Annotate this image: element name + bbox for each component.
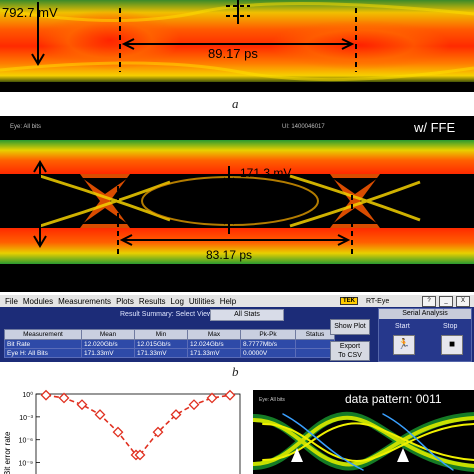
table-cell: Bit Rate — [4, 339, 82, 349]
eye-inner-height-label: 171.3 mV — [240, 166, 291, 180]
menu-help[interactable]: Help — [219, 296, 237, 306]
ber-ytick-label: 10⁰ — [22, 391, 33, 399]
pattern-header: Eye: All bits — [259, 397, 285, 403]
table-cell: 12.015Gb/s — [134, 339, 188, 349]
column-header[interactable]: Min — [134, 329, 188, 340]
app-body: Result Summary: Select View All Stats Me… — [0, 307, 474, 362]
table-cell — [295, 339, 335, 349]
minimize-icon[interactable]: _ — [439, 296, 453, 307]
table-header-row: Measurement Mean Min Max Pk-Pk Status — [4, 329, 335, 340]
menu-utilities[interactable]: Utilities — [188, 296, 215, 306]
eye-height-label-a: 792.7 mV — [2, 5, 58, 20]
ber-ytick-label: 10⁻⁶ — [19, 438, 33, 445]
ber-point — [188, 399, 200, 411]
ber-plot-frame — [35, 393, 241, 474]
ber-ytick-label: 10⁻⁹ — [19, 461, 33, 468]
ber-point — [58, 392, 70, 404]
ber-ylabel: Bit error rate — [3, 431, 12, 474]
menu-log[interactable]: Log — [170, 296, 184, 306]
menu-plots[interactable]: Plots — [116, 296, 134, 306]
eye-header-right: UI: 1400046017 — [282, 124, 325, 130]
table-cell: 8.7777Mb/s — [240, 339, 296, 349]
table-row[interactable]: Eye H: All Bits 171.33mV 171.33mV 171.33… — [4, 348, 335, 358]
show-plot-button[interactable]: Show Plot — [330, 319, 370, 335]
ber-point — [94, 409, 106, 421]
serial-analysis-panel: Serial Analysis Start Stop 🏃 ■ — [378, 308, 472, 362]
table-cell: 171.33mV — [134, 348, 188, 358]
eye-diagram-a: 792.7 mV 89.17 ps — [0, 0, 474, 92]
menu-bar: File Modules Measurements Plots Results … — [0, 295, 474, 307]
ber-point — [224, 389, 236, 401]
ffe-label: w/ FFE — [413, 120, 455, 135]
column-header[interactable]: Max — [187, 329, 241, 340]
logo-text: RT-Eye — [366, 297, 390, 305]
ber-ytick-label: 10⁻³ — [19, 415, 33, 422]
stop-label: Stop — [443, 323, 458, 330]
table-cell: Eye H: All Bits — [4, 348, 82, 358]
eye-height-label-b: 391.2 mV — [2, 210, 53, 224]
ber-point — [112, 426, 124, 438]
eye-width-label-b: 83.17 ps — [206, 248, 252, 262]
eye-width-label-a: 89.17 ps — [208, 46, 258, 61]
stop-square-icon[interactable]: ■ — [441, 335, 463, 355]
ber-bathtub-chart: 10⁰ 10⁻³ 10⁻⁶ 10⁻⁹ Bit error rate — [0, 384, 246, 474]
summary-view-select[interactable]: All Stats — [210, 309, 284, 321]
menu-results[interactable]: Results — [138, 296, 166, 306]
ber-point — [134, 449, 146, 461]
panel-label-a: a — [232, 96, 239, 111]
table-cell: 12.020Gb/s — [81, 339, 135, 349]
column-header[interactable]: Mean — [81, 329, 135, 340]
pattern-eye-diagram: Eye: All bits data pattern: 0011 — [253, 390, 474, 474]
serial-analysis-title: Serial Analysis — [379, 309, 471, 319]
close-icon[interactable]: X — [456, 296, 470, 307]
table-row[interactable]: Bit Rate 12.020Gb/s 12.015Gb/s 12.024Gb/… — [4, 339, 335, 349]
eye-diagram-b: Eye: All bits UI: 1400046017 w/ FFE 171.… — [0, 116, 474, 292]
measurement-table: Measurement Mean Min Max Pk-Pk Status Bi… — [4, 329, 335, 358]
panel-label-b: b — [232, 364, 239, 379]
ber-point — [76, 399, 88, 411]
start-run-icon[interactable]: 🏃 — [393, 335, 415, 355]
eye-header-left: Eye: All bits — [10, 124, 41, 130]
app-logo: TEK RT-Eye — [335, 296, 389, 306]
ber-point — [152, 426, 164, 438]
logo-badge: TEK — [340, 297, 358, 305]
table-cell: 0.0000V — [240, 348, 296, 358]
ber-point — [206, 392, 218, 404]
menu-file[interactable]: File — [5, 296, 18, 306]
column-header[interactable]: Pk-Pk — [240, 329, 296, 340]
data-pattern-label: data pattern: 0011 — [345, 392, 442, 406]
column-header[interactable]: Measurement — [4, 329, 82, 340]
help-icon[interactable]: ? — [422, 296, 436, 307]
menu-modules[interactable]: Modules — [22, 296, 54, 306]
start-label: Start — [395, 323, 410, 330]
menu-measurements[interactable]: Measurements — [58, 296, 112, 306]
export-csv-button[interactable]: Export To CSV — [330, 341, 370, 361]
ber-point — [40, 389, 52, 401]
column-header[interactable]: Status — [295, 329, 335, 340]
result-summary-label: Result Summary: Select View — [120, 311, 213, 318]
ber-point — [170, 409, 182, 421]
table-cell: 171.33mV — [187, 348, 241, 358]
table-cell: 12.024Gb/s — [187, 339, 241, 349]
table-cell: 171.33mV — [81, 348, 135, 358]
table-cell — [295, 348, 335, 358]
